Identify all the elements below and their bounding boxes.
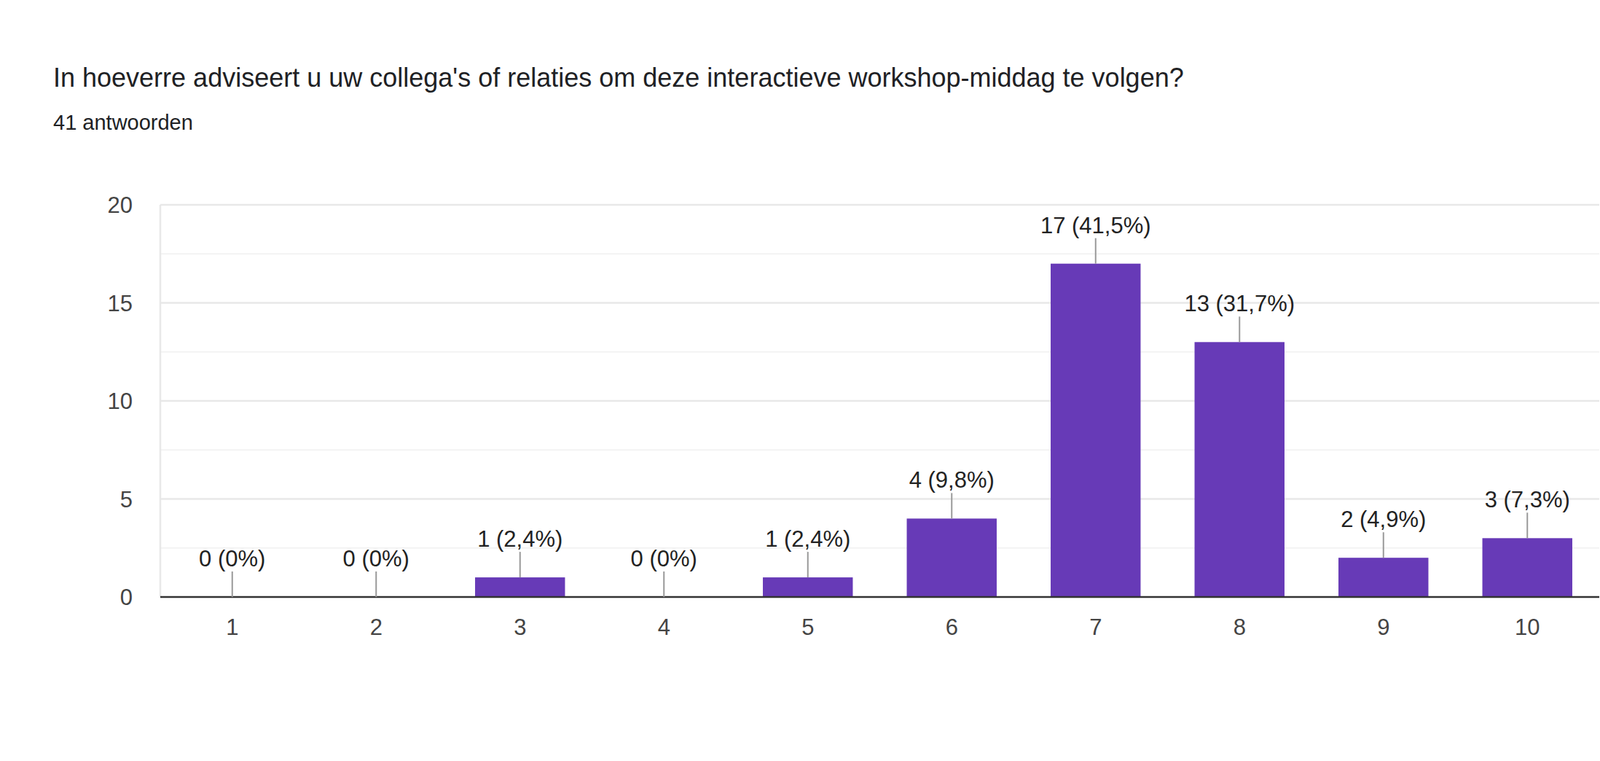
label-leader: [231, 571, 234, 597]
x-tick-label: 8: [1233, 614, 1246, 640]
title: In hoeverre adviseert u uw collega's of …: [53, 62, 1184, 93]
y-tick-label: 10: [107, 388, 133, 414]
y-axis-line: [159, 204, 162, 597]
y-tick-label: 15: [107, 290, 133, 317]
label-leader: [950, 492, 953, 519]
x-tick-label: 1: [225, 614, 239, 640]
y-tick-label: 5: [120, 486, 133, 513]
x-tick-label: 4: [657, 614, 671, 640]
minor-grid-line: [160, 252, 1600, 255]
x-tick-label: 3: [513, 614, 527, 640]
label-leader: [375, 571, 377, 597]
y-tick-label: 20: [107, 192, 133, 218]
x-tick-label: 9: [1377, 614, 1390, 640]
data-label: 1 (2,4%): [765, 526, 851, 552]
bar: [762, 577, 853, 597]
bar: [1482, 537, 1573, 597]
data-label: 17 (41,5%): [1040, 212, 1152, 239]
label-leader: [1238, 316, 1241, 342]
bars: [475, 263, 1573, 597]
bar: [1050, 263, 1141, 597]
x-tick-label: 2: [370, 614, 383, 640]
bar: [907, 518, 997, 597]
chart-svg: In hoeverre adviseert u uw collega's of …: [0, 0, 1600, 761]
x-tick-label: 7: [1089, 614, 1102, 640]
grid-line: [160, 204, 1600, 207]
subtitle: 41 antwoorden: [53, 110, 194, 135]
data-label: 4 (9,8%): [909, 467, 995, 493]
grid-line: [160, 400, 1600, 403]
data-label: 13 (31,7%): [1183, 290, 1295, 317]
bar: [1338, 557, 1429, 597]
x-tick-label: 5: [801, 614, 814, 640]
minor-grid-line: [160, 448, 1600, 451]
label-leader: [1382, 531, 1385, 558]
data-label: 0 (0%): [343, 545, 410, 572]
x-tick-label: 10: [1514, 614, 1540, 640]
bar: [1194, 341, 1285, 597]
label-leader: [519, 551, 521, 578]
y-tick-label: 0: [120, 584, 133, 610]
grid-line: [160, 301, 1600, 304]
chart-container: In hoeverre adviseert u uw collega's of …: [0, 0, 1600, 761]
data-label: 0 (0%): [630, 545, 698, 572]
bar: [475, 577, 565, 597]
x-tick-label: 6: [945, 614, 959, 640]
minor-grid-line: [160, 351, 1600, 353]
data-label: 0 (0%): [198, 545, 266, 572]
data-label: 2 (4,9%): [1340, 506, 1426, 532]
label-leader: [1526, 512, 1528, 538]
label-leader: [1095, 238, 1097, 264]
label-leader: [663, 571, 665, 597]
label-leader: [807, 551, 809, 578]
grid-line: [160, 497, 1600, 500]
data-label: 3 (7,3%): [1484, 486, 1571, 513]
data-label: 1 (2,4%): [477, 526, 563, 552]
